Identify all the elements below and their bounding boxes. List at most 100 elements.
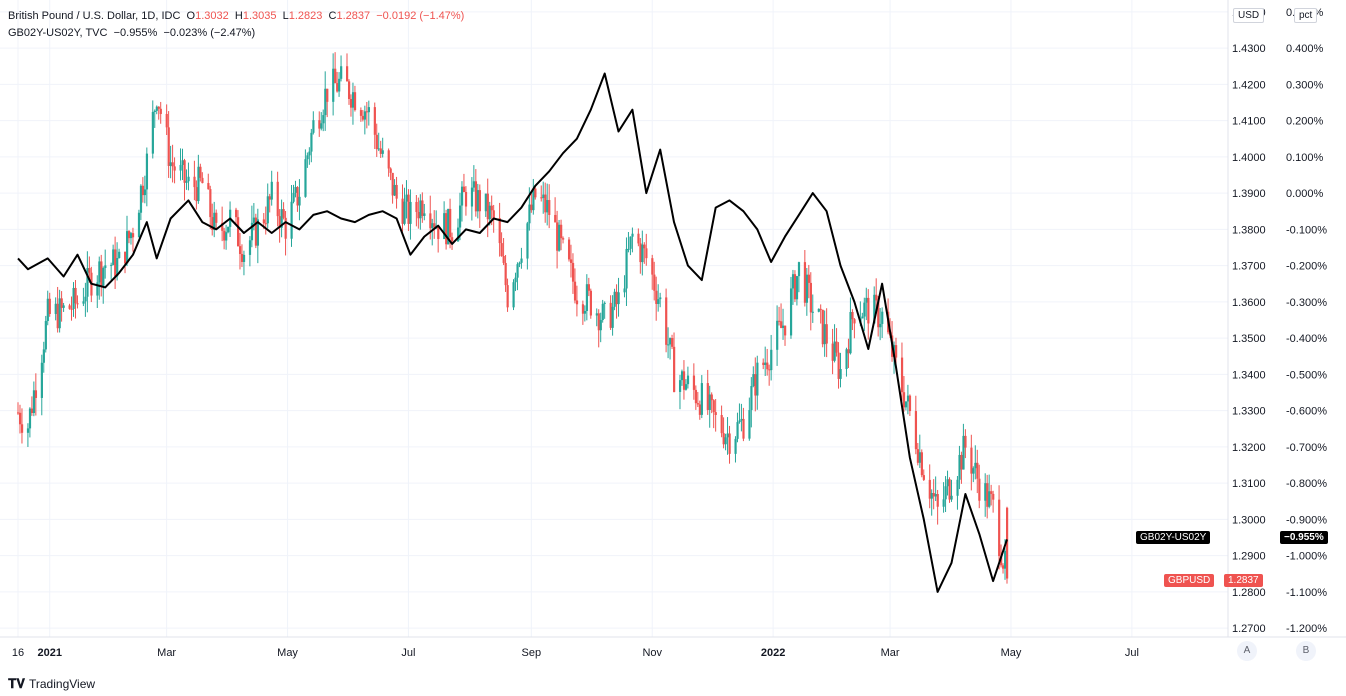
- candle-body: [137, 212, 141, 238]
- candle-body: [409, 201, 412, 224]
- candle-body: [18, 412, 22, 425]
- candle-body: [789, 288, 793, 336]
- candle-body: [659, 297, 662, 300]
- candle-body: [296, 187, 299, 206]
- candle-body: [754, 374, 757, 396]
- usd-tick-label: 1.2900: [1232, 551, 1266, 563]
- candle-body: [617, 292, 620, 305]
- candle-body: [199, 166, 202, 178]
- candle-body: [863, 302, 866, 317]
- candle-body: [464, 192, 468, 207]
- candle-body: [542, 194, 545, 198]
- candle-body: [403, 201, 406, 224]
- candle-body: [377, 148, 380, 150]
- candle-body: [671, 338, 674, 347]
- candle-body: [292, 192, 295, 202]
- candle-body: [764, 362, 767, 365]
- candle-body: [877, 300, 880, 328]
- pct-tick-label: -0.900%: [1286, 514, 1327, 526]
- tradingview-logo[interactable]: 𝐓𝐕 TradingView: [8, 676, 95, 692]
- candle-body: [104, 265, 107, 269]
- candle-body: [278, 216, 281, 228]
- candle-body: [306, 155, 309, 160]
- candle-body: [197, 166, 200, 202]
- candle-body: [28, 408, 32, 429]
- grid: [0, 0, 1228, 637]
- candle-body: [26, 428, 30, 433]
- time-axis[interactable]: 16 2021 Mar May Jul Sep Nov 2022 Mar May Jul: [12, 647, 1139, 659]
- candle-body: [145, 153, 149, 190]
- candle-body: [264, 223, 267, 225]
- candle-body: [506, 285, 509, 308]
- candle-body: [700, 383, 703, 415]
- candle-body: [70, 308, 73, 310]
- candle-body: [696, 403, 700, 405]
- candle-body: [750, 386, 753, 411]
- currency-button[interactable]: USD: [1233, 8, 1265, 23]
- candle-body: [419, 200, 422, 219]
- scale-button[interactable]: pct: [1294, 8, 1318, 23]
- candle-body: [916, 449, 920, 463]
- candle-body: [583, 310, 587, 314]
- candle-body: [835, 341, 838, 353]
- candle-body: [429, 213, 432, 229]
- usd-tick-label: 1.3200: [1232, 442, 1266, 454]
- candle-body: [809, 282, 812, 313]
- candle-body: [797, 262, 801, 277]
- candle-body: [131, 233, 135, 238]
- candle-body: [129, 233, 133, 239]
- usd-axis[interactable]: 1.2700 1.2800 1.2900 1.3000 1.3100 1.3200 1.33…: [1232, 7, 1266, 635]
- candle-body: [728, 433, 731, 454]
- candle-body: [791, 274, 795, 289]
- time-tick-label: Mar: [157, 647, 176, 659]
- candle-body: [294, 187, 297, 193]
- candle-body: [431, 223, 434, 229]
- candle-body: [805, 274, 809, 303]
- candle-body: [447, 208, 450, 245]
- candle-body: [821, 309, 824, 345]
- candle-body: [324, 88, 327, 116]
- usd-tick-label: 1.3300: [1232, 406, 1266, 418]
- candle-body: [631, 233, 634, 237]
- candle-body: [673, 346, 676, 392]
- low-label: L: [282, 10, 289, 22]
- time-tick-label: 16: [12, 647, 24, 659]
- candle-body: [795, 276, 799, 300]
- candle-body: [462, 186, 466, 193]
- candle-body: [881, 311, 884, 324]
- auto-scale-button[interactable]: A: [1237, 641, 1257, 661]
- candle-body: [837, 352, 840, 379]
- pct-axis[interactable]: -1.200% -1.100% -1.000% -0.900% -0.800% -0.70…: [1286, 7, 1327, 635]
- candle-body: [667, 344, 670, 346]
- candle-body: [902, 392, 906, 408]
- candle-body: [490, 205, 493, 211]
- candle-body: [948, 479, 951, 500]
- candle-body: [833, 341, 836, 361]
- candle-body: [223, 230, 226, 241]
- candle-body: [972, 468, 975, 474]
- candle-body: [770, 349, 773, 371]
- candle-body: [262, 219, 265, 224]
- candle-body: [512, 282, 515, 308]
- candle-body: [865, 297, 868, 303]
- open-value: 1.3032: [195, 10, 229, 22]
- candle-body: [280, 209, 283, 228]
- candle-body: [318, 120, 321, 129]
- candle-body: [573, 281, 577, 301]
- pct-tick-label: 0.300%: [1286, 79, 1324, 91]
- candle-body: [534, 188, 537, 198]
- candle-body: [928, 479, 931, 499]
- time-tick-label: Sep: [522, 647, 542, 659]
- candle-body: [986, 483, 989, 507]
- candle-body: [112, 249, 115, 265]
- candle-body: [562, 238, 565, 240]
- candle-body: [845, 349, 848, 370]
- usd-tick-label: 1.4000: [1232, 152, 1266, 164]
- log-scale-button[interactable]: B: [1296, 641, 1316, 661]
- candle-body: [417, 212, 420, 219]
- open-label: O: [186, 10, 196, 22]
- time-tick-label: Jul: [401, 647, 415, 659]
- candle-body: [778, 320, 781, 322]
- candle-body: [587, 284, 591, 291]
